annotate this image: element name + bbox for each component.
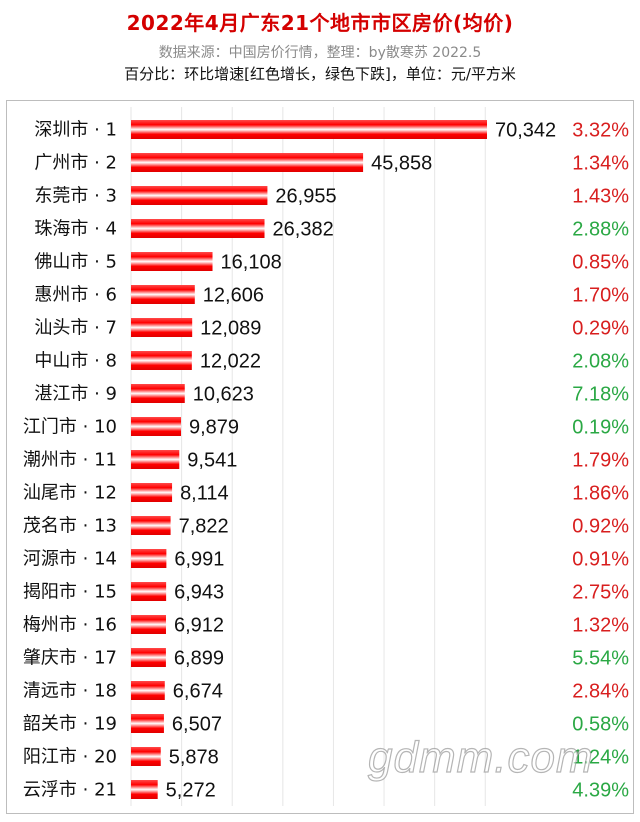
- bar: [131, 153, 364, 172]
- category-label: 汕尾市 · 12: [23, 483, 117, 504]
- change-label: 1.70%: [572, 285, 629, 307]
- bar: [131, 714, 164, 733]
- value-label: 12,089: [200, 318, 261, 340]
- category-label: 佛山市 · 5: [34, 252, 117, 273]
- value-label: 6,899: [174, 648, 224, 670]
- category-label: 潮州市 · 11: [23, 450, 117, 471]
- value-label: 8,114: [180, 483, 229, 505]
- value-label: 16,108: [221, 252, 282, 274]
- change-label: 0.19%: [572, 417, 629, 439]
- change-label: 0.29%: [572, 318, 629, 340]
- value-label: 6,943: [174, 582, 224, 604]
- change-label: 1.86%: [572, 483, 629, 505]
- bar: [131, 120, 487, 139]
- change-label: 2.84%: [572, 681, 629, 703]
- watermark-text: gdmm.com: [367, 732, 594, 782]
- category-label: 云浮市 · 21: [23, 780, 117, 801]
- category-label: 中山市 · 8: [34, 351, 117, 372]
- chart-note: 百分比：环比增速[红色增长，绿色下跌]，单位：元/平方米: [124, 65, 516, 83]
- bar: [131, 450, 180, 469]
- bar: [131, 747, 161, 766]
- value-label: 5,272: [166, 780, 216, 802]
- value-label: 6,912: [174, 615, 224, 637]
- value-label: 70,342: [495, 120, 556, 142]
- bar: [131, 648, 166, 667]
- category-label: 清远市 · 18: [23, 681, 117, 702]
- chart-subtitle: 数据来源：中国房价行情，整理：by散寒苏 2022.5: [158, 45, 482, 61]
- change-label: 0.92%: [572, 516, 629, 538]
- value-label: 12,022: [200, 351, 261, 373]
- value-label: 5,878: [169, 747, 219, 769]
- change-label: 2.08%: [572, 351, 629, 373]
- value-label: 6,507: [172, 714, 222, 736]
- category-label: 梅州市 · 16: [23, 615, 117, 636]
- change-label: 2.88%: [572, 219, 629, 241]
- bar: [131, 285, 195, 304]
- bar: [131, 780, 158, 799]
- change-label: 1.79%: [572, 450, 629, 472]
- bar: [131, 351, 192, 370]
- category-label: 广州市 · 2: [34, 153, 117, 174]
- category-label: 深圳市 · 1: [34, 120, 117, 141]
- category-label: 汕头市 · 7: [34, 318, 117, 339]
- bar: [131, 318, 193, 337]
- category-label: 阳江市 · 20: [23, 747, 117, 768]
- change-label: 1.32%: [572, 615, 629, 637]
- change-label: 7.18%: [572, 384, 629, 406]
- bar: [131, 186, 268, 205]
- value-label: 26,955: [275, 186, 336, 208]
- bar: [131, 384, 185, 403]
- category-label: 揭阳市 · 15: [23, 582, 117, 603]
- chart-title: 2022年4月广东21个地市市区房价(均价): [126, 11, 514, 35]
- category-label: 东莞市 · 3: [34, 186, 117, 207]
- category-label: 肇庆市 · 17: [23, 648, 117, 669]
- change-label: 1.24%: [572, 747, 629, 769]
- change-label: 4.39%: [572, 780, 629, 802]
- bar: [131, 615, 166, 634]
- category-label: 珠海市 · 4: [34, 219, 117, 240]
- value-label: 9,879: [189, 417, 239, 439]
- value-label: 12,606: [203, 285, 264, 307]
- change-label: 3.32%: [572, 120, 629, 142]
- change-label: 2.75%: [572, 582, 629, 604]
- change-label: 1.34%: [572, 153, 629, 175]
- value-label: 26,382: [273, 219, 334, 241]
- bar: [131, 252, 213, 271]
- chart-area: 深圳市 · 1 70,342 3.32% 广州市 · 2 45,858 1.34% 东莞市 …: [6, 100, 634, 814]
- category-label: 江门市 · 10: [23, 417, 117, 438]
- value-label: 7,822: [179, 516, 229, 538]
- bar: [131, 582, 167, 601]
- category-label: 惠州市 · 6: [34, 285, 117, 306]
- category-label: 湛江市 · 9: [34, 384, 117, 405]
- bar: [131, 549, 167, 568]
- bar-chart: 深圳市 · 1 70,342 3.32% 广州市 · 2 45,858 1.34% 东莞市 …: [23, 107, 629, 806]
- bar: [131, 516, 171, 535]
- value-label: 6,991: [174, 549, 224, 571]
- change-label: 1.43%: [572, 186, 629, 208]
- value-label: 6,674: [173, 681, 223, 703]
- bar: [131, 483, 173, 502]
- bar: [131, 219, 265, 238]
- category-label: 韶关市 · 19: [23, 714, 117, 735]
- value-label: 10,623: [193, 384, 254, 406]
- category-label: 茂名市 · 13: [23, 516, 117, 537]
- bar: [131, 681, 165, 700]
- change-label: 0.91%: [572, 549, 629, 571]
- change-label: 5.54%: [572, 648, 629, 670]
- bar: [131, 417, 181, 436]
- value-label: 9,541: [187, 450, 237, 472]
- change-label: 0.58%: [572, 714, 629, 736]
- value-label: 45,858: [371, 153, 432, 175]
- change-label: 0.85%: [572, 252, 629, 274]
- category-label: 河源市 · 14: [23, 549, 117, 570]
